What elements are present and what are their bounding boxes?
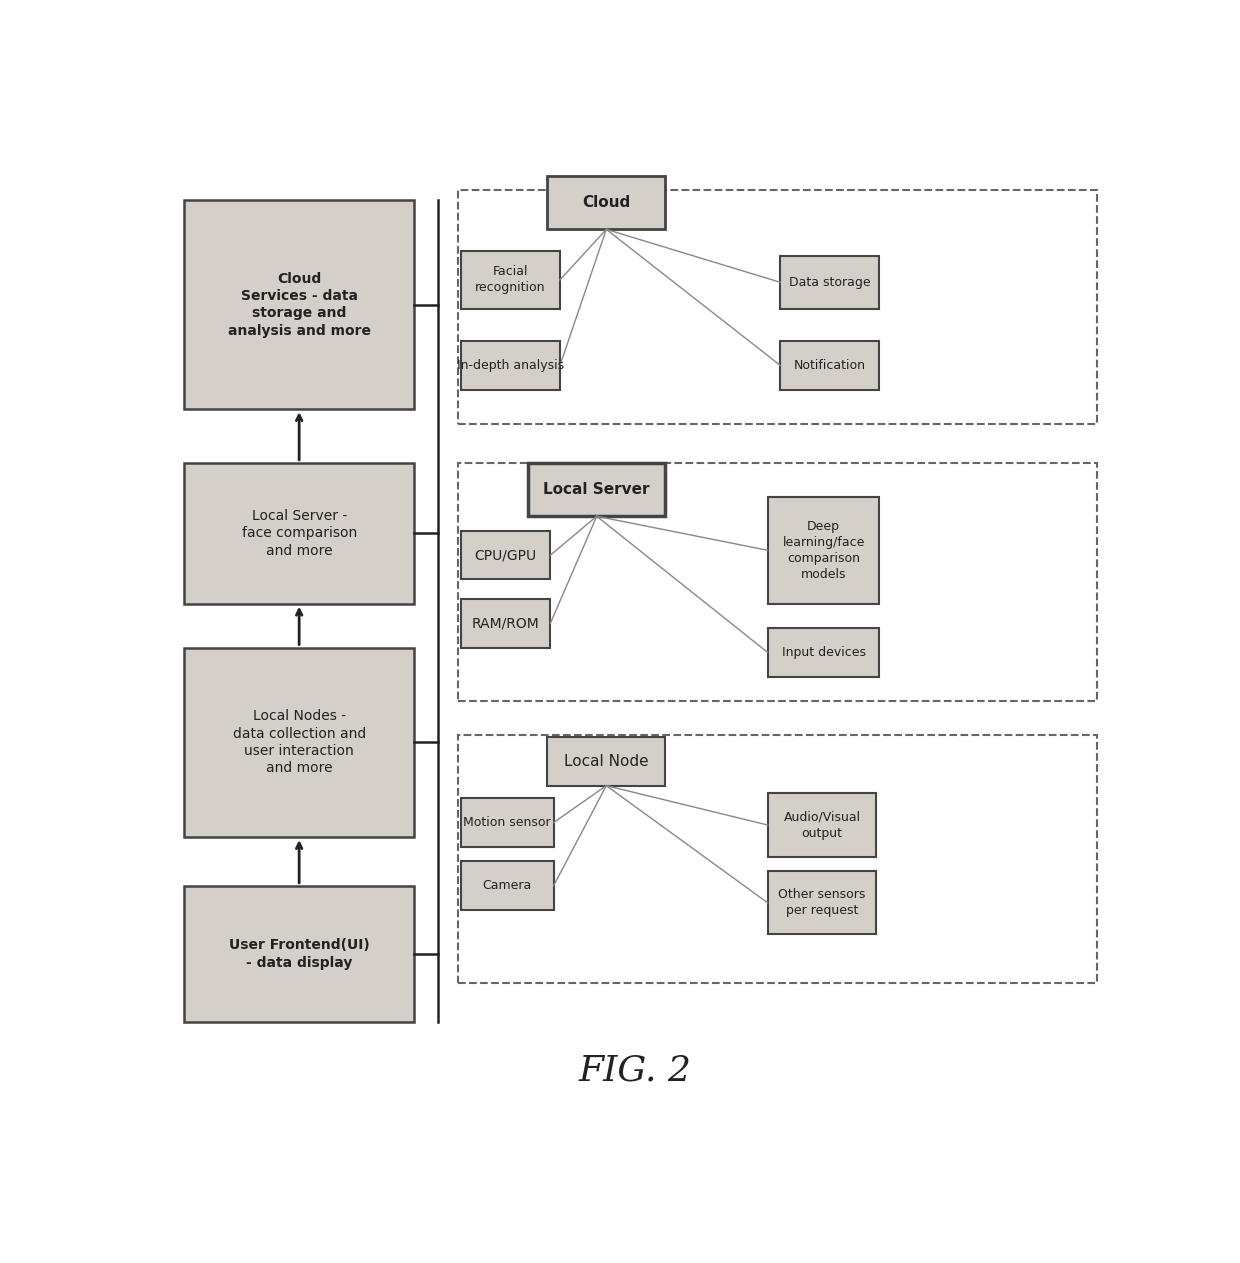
FancyBboxPatch shape bbox=[184, 462, 414, 604]
Text: Notification: Notification bbox=[794, 359, 866, 373]
FancyBboxPatch shape bbox=[184, 885, 414, 1022]
Text: Cloud: Cloud bbox=[582, 195, 630, 210]
Text: Deep
learning/face
comparison
models: Deep learning/face comparison models bbox=[782, 520, 864, 581]
Text: Local Node: Local Node bbox=[564, 754, 649, 769]
Text: User Frontend(UI)
- data display: User Frontend(UI) - data display bbox=[228, 938, 370, 970]
FancyBboxPatch shape bbox=[528, 462, 666, 517]
Text: RAM/ROM: RAM/ROM bbox=[471, 616, 539, 630]
Text: Local Nodes -
data collection and
user interaction
and more: Local Nodes - data collection and user i… bbox=[233, 710, 366, 775]
Text: Facial
recognition: Facial recognition bbox=[475, 265, 546, 294]
Text: Local Server: Local Server bbox=[543, 482, 650, 498]
Text: CPU/GPU: CPU/GPU bbox=[475, 548, 537, 562]
Text: Local Server -
face comparison
and more: Local Server - face comparison and more bbox=[242, 509, 357, 557]
FancyBboxPatch shape bbox=[780, 341, 879, 390]
FancyBboxPatch shape bbox=[768, 793, 877, 856]
FancyBboxPatch shape bbox=[461, 798, 553, 847]
Text: Input devices: Input devices bbox=[781, 645, 866, 659]
Text: Cloud
Services - data
storage and
analysis and more: Cloud Services - data storage and analys… bbox=[228, 272, 371, 337]
FancyBboxPatch shape bbox=[780, 255, 879, 309]
FancyBboxPatch shape bbox=[461, 530, 551, 580]
Text: Camera: Camera bbox=[482, 879, 532, 892]
FancyBboxPatch shape bbox=[547, 176, 666, 230]
Text: Audio/Visual
output: Audio/Visual output bbox=[784, 811, 861, 840]
FancyBboxPatch shape bbox=[768, 871, 877, 935]
FancyBboxPatch shape bbox=[768, 496, 879, 604]
FancyBboxPatch shape bbox=[461, 341, 560, 390]
FancyBboxPatch shape bbox=[461, 251, 560, 309]
Text: Motion sensor: Motion sensor bbox=[464, 816, 551, 829]
Text: FIG. 2: FIG. 2 bbox=[579, 1053, 692, 1087]
FancyBboxPatch shape bbox=[461, 861, 553, 911]
FancyBboxPatch shape bbox=[184, 648, 414, 837]
FancyBboxPatch shape bbox=[184, 201, 414, 409]
FancyBboxPatch shape bbox=[768, 628, 879, 677]
FancyBboxPatch shape bbox=[547, 738, 666, 786]
Text: In-depth analysis: In-depth analysis bbox=[456, 359, 564, 373]
FancyBboxPatch shape bbox=[461, 599, 551, 648]
Text: Other sensors
per request: Other sensors per request bbox=[779, 888, 866, 917]
Text: Data storage: Data storage bbox=[789, 275, 870, 289]
